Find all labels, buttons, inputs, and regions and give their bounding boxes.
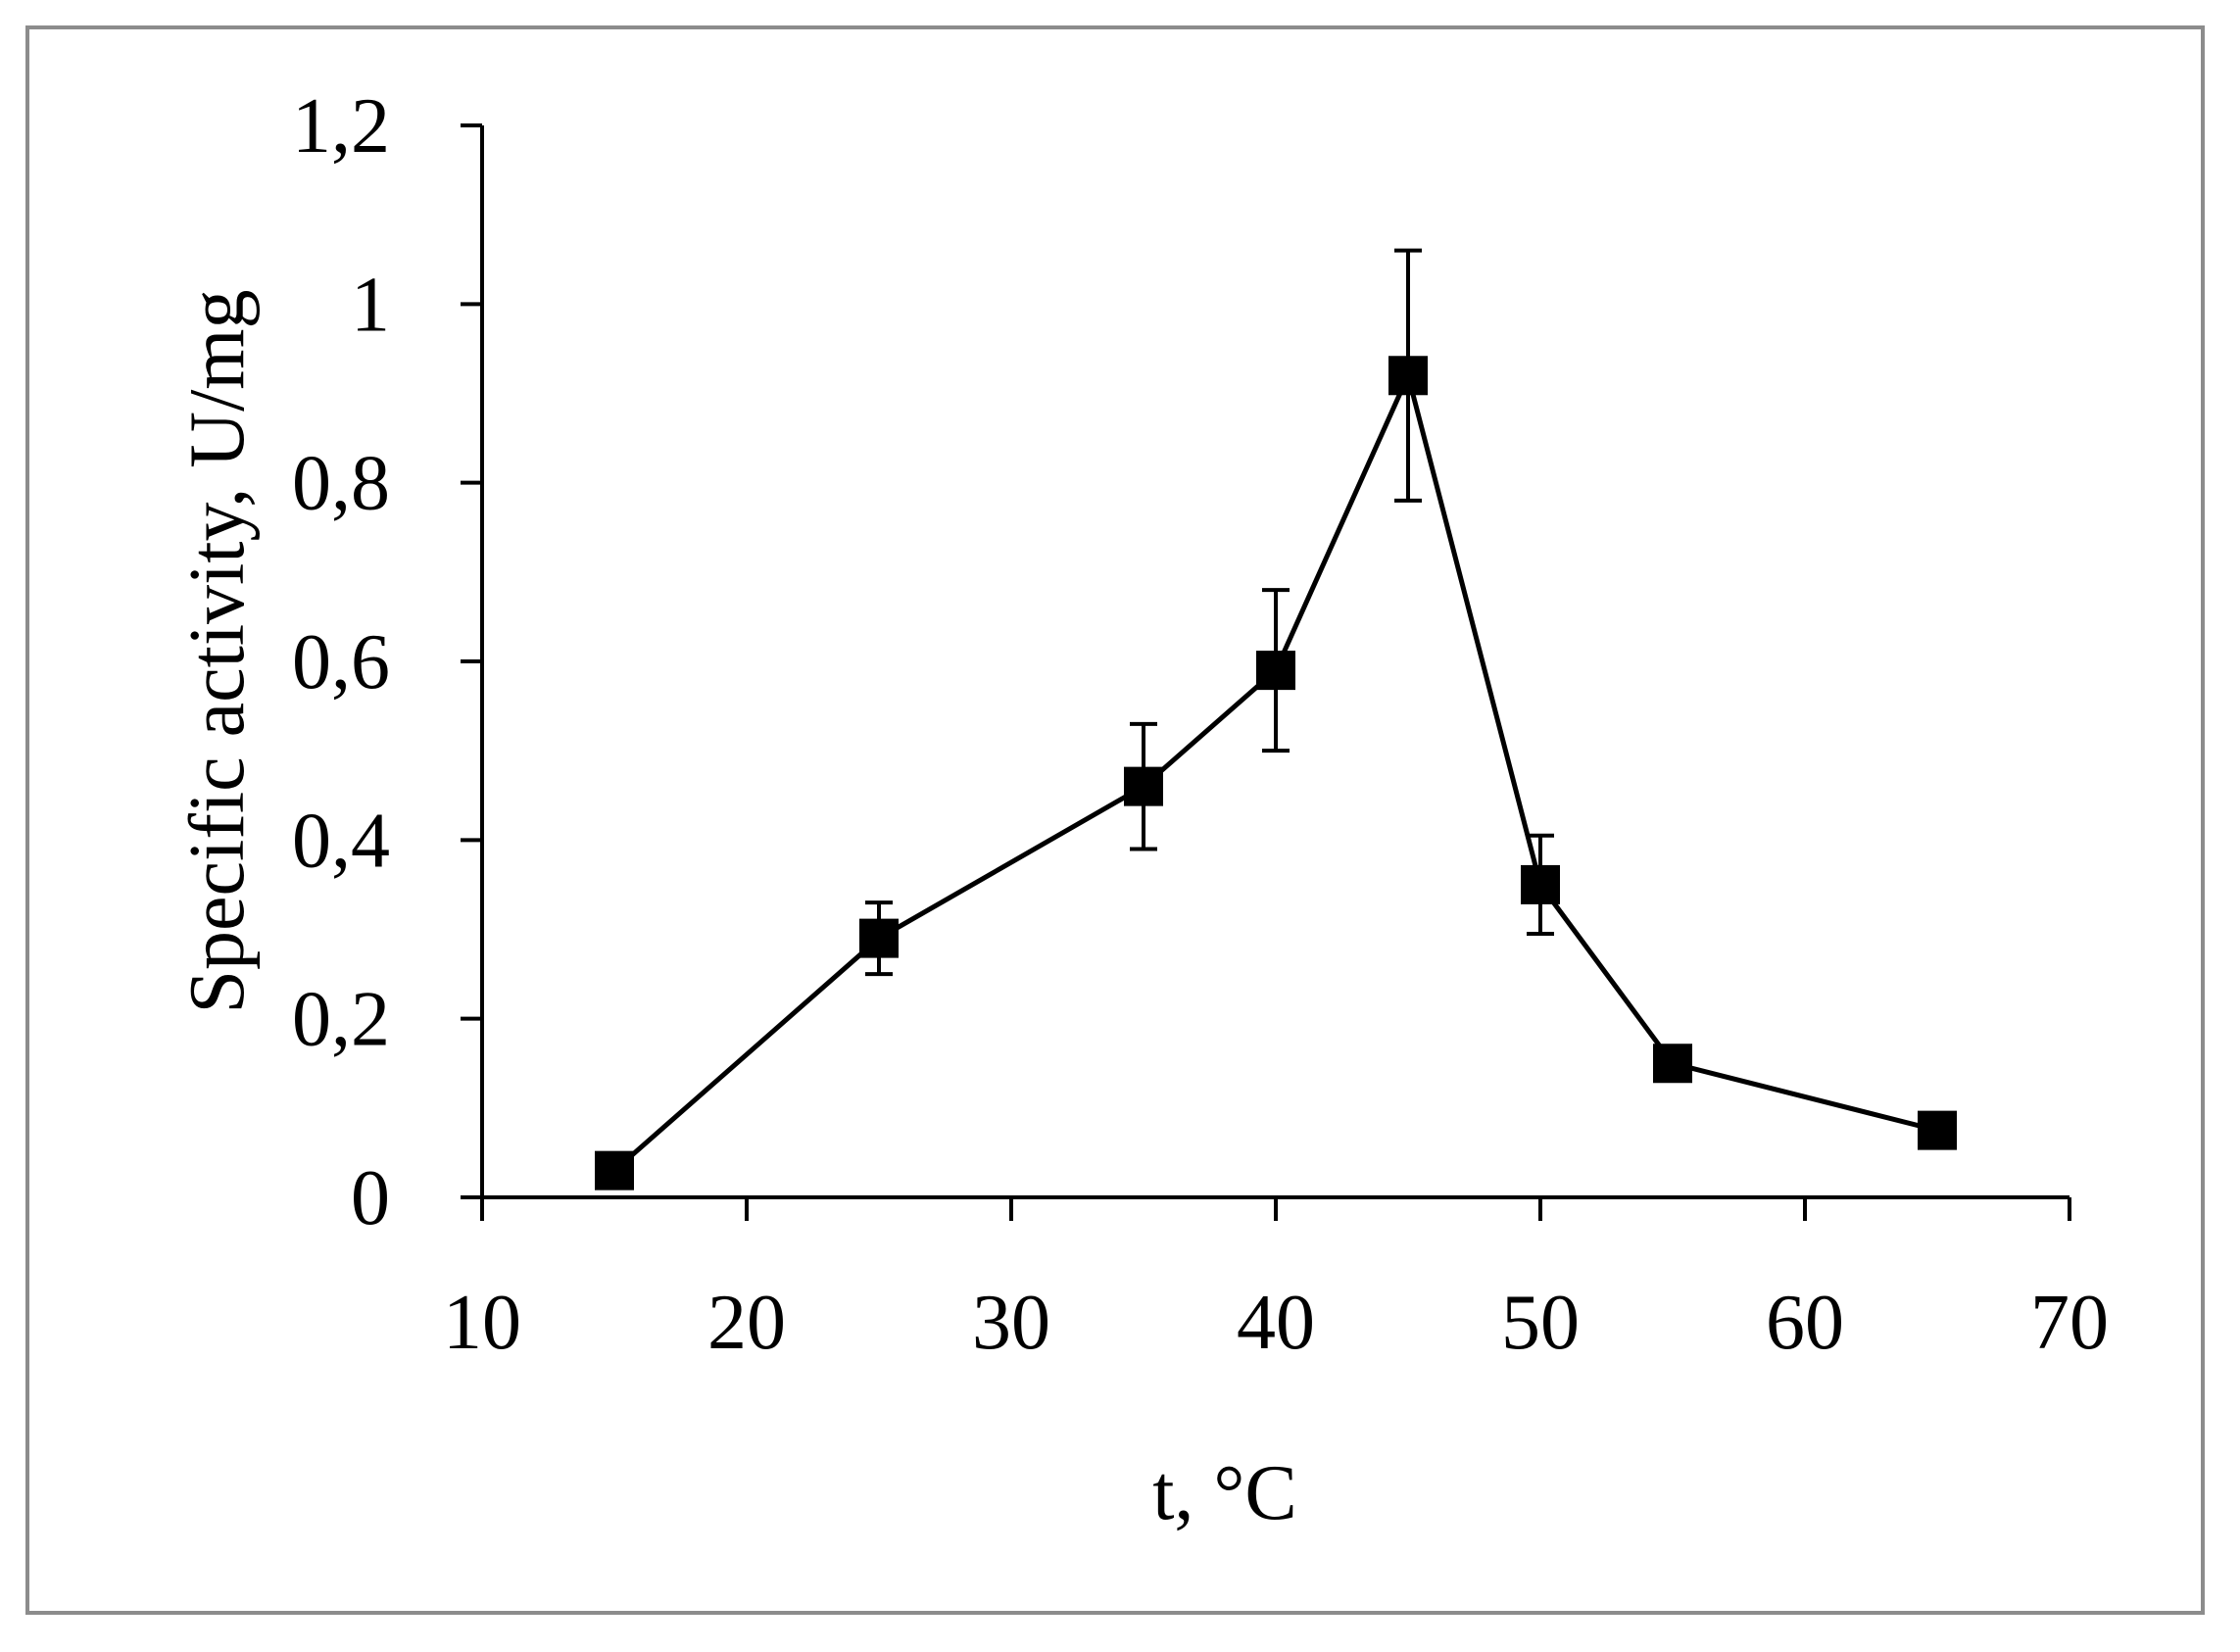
y-axis-ticks: 0 0,2 0,4 0,6 0,8 1 1,2 xyxy=(292,83,482,1241)
y-tick-label: 0 xyxy=(351,1155,390,1241)
x-axis-title: t, °C xyxy=(1152,1450,1297,1536)
series-line-group xyxy=(612,367,1938,1173)
data-point-marker xyxy=(1653,1044,1692,1084)
y-tick-label: 1,2 xyxy=(292,83,390,170)
x-tick-label: 10 xyxy=(443,1280,521,1366)
x-tick-label: 30 xyxy=(972,1280,1050,1366)
data-markers xyxy=(595,356,1957,1190)
y-tick-label: 0,4 xyxy=(292,798,390,884)
data-point-marker xyxy=(1918,1110,1957,1150)
y-tick-label: 0,6 xyxy=(292,619,390,705)
x-tick-label: 60 xyxy=(1766,1280,1844,1366)
y-tick-label: 1 xyxy=(351,262,390,348)
y-tick-label: 0,2 xyxy=(292,977,390,1063)
chart-frame xyxy=(25,25,2205,1615)
x-tick-label: 70 xyxy=(2030,1280,2109,1366)
x-tick-label: 40 xyxy=(1237,1280,1315,1366)
y-axis-title: Specific activity, U/mg xyxy=(174,289,261,1013)
x-tick-label: 50 xyxy=(1501,1280,1580,1366)
x-axis-ticks: 10 20 30 40 50 60 70 xyxy=(443,1197,2109,1366)
series-line xyxy=(612,367,1938,1173)
x-tick-label: 20 xyxy=(707,1280,786,1366)
y-tick-label: 0,8 xyxy=(292,441,390,527)
data-point-marker xyxy=(1521,864,1560,904)
error-bars xyxy=(865,248,1554,977)
data-point-marker xyxy=(1388,356,1428,396)
data-point-marker xyxy=(595,1150,634,1190)
data-point-marker xyxy=(859,918,899,958)
data-point-marker xyxy=(1256,651,1295,691)
data-point-marker xyxy=(1124,766,1163,806)
